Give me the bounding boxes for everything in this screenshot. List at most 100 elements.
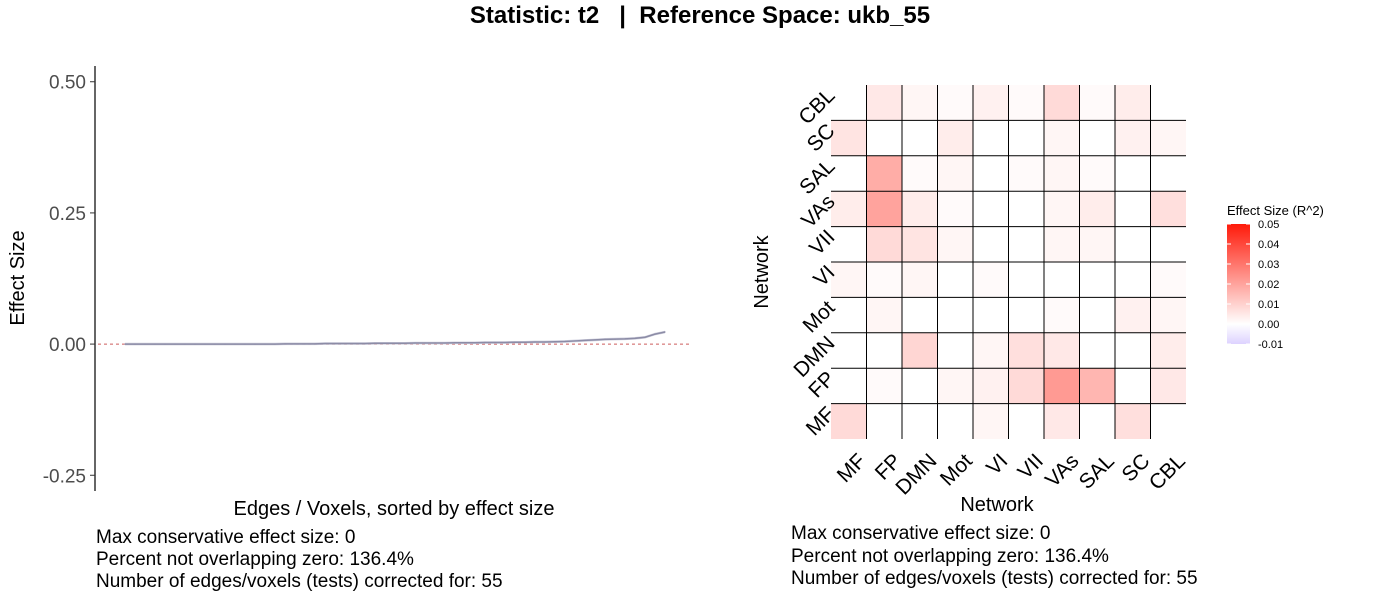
data-point	[204, 343, 206, 345]
data-point	[474, 342, 476, 344]
heatmap-cell	[1008, 191, 1044, 227]
heatmap-cell	[1115, 368, 1151, 404]
data-point	[424, 342, 426, 344]
heatmap-cell	[831, 120, 867, 156]
heatmap-cell	[1150, 226, 1186, 262]
data-point	[434, 342, 436, 344]
heatmap-cell	[1044, 403, 1080, 439]
left-stat-percent-nonzero: Percent not overlapping zero: 136.4%	[96, 549, 414, 570]
data-point	[234, 343, 236, 345]
heatmap-cell	[1044, 226, 1080, 262]
data-point	[664, 331, 666, 333]
data-point	[124, 343, 126, 345]
x-axis-label: Edges / Voxels, sorted by effect size	[234, 498, 555, 520]
data-point	[314, 343, 316, 345]
heatmap-cell	[1079, 226, 1115, 262]
y-category-label: SAL	[795, 155, 839, 199]
y-category-label: VI	[809, 261, 839, 291]
data-point	[294, 343, 296, 345]
heatmap-cell	[1079, 262, 1115, 298]
heatmap-cell	[1079, 155, 1115, 192]
heatmap-cell	[1079, 191, 1115, 227]
data-point	[414, 342, 416, 344]
y-category-label: SC	[803, 119, 840, 156]
data-point	[564, 340, 566, 343]
heatmap-cell	[902, 191, 938, 227]
data-point	[374, 342, 376, 344]
data-point	[534, 341, 536, 343]
heatmap-cell	[831, 403, 867, 439]
data-point	[254, 343, 256, 345]
heatmap-cell	[1079, 120, 1115, 156]
heatmap-cell	[1150, 120, 1186, 156]
heatmap-cell	[902, 332, 938, 369]
x-category-label: MF	[833, 449, 871, 487]
data-point	[484, 341, 486, 344]
heatmap-cell	[1115, 262, 1151, 298]
x-category-label: CBL	[1145, 449, 1190, 494]
heatmap-cell	[1115, 226, 1151, 262]
heatmap-cell	[937, 403, 973, 439]
y-tick-label: 0.25	[49, 204, 86, 225]
heatmap-cell	[973, 155, 1009, 192]
heatmap-cell	[1008, 262, 1044, 298]
legend-tick-label: 0.01	[1258, 299, 1279, 311]
heatmap-cell	[937, 297, 973, 333]
effect-size-line-chart: 0.50 0.25 0.00 -0.25 Edges / Voxels, sorted …	[7, 66, 690, 520]
data-point	[594, 339, 596, 341]
heatmap-cell	[831, 155, 867, 192]
heatmap-cell	[1115, 120, 1151, 156]
heatmap-cell	[902, 226, 938, 262]
y-category-label: DMN	[789, 332, 839, 382]
heatmap-cell	[1008, 368, 1044, 404]
data-point	[494, 341, 496, 344]
data-point	[144, 343, 146, 345]
legend-tick-label: 0.05	[1258, 219, 1279, 231]
x-category-label: VI	[982, 449, 1012, 479]
heatmap-cell	[1008, 332, 1044, 369]
x-category-label: SC	[1118, 449, 1155, 486]
data-point	[224, 343, 226, 345]
heatmap-cell	[937, 85, 973, 121]
data-point	[274, 343, 276, 345]
heatmap-cell	[973, 85, 1009, 121]
figure-title: Statistic: t2 | Reference Space: ukb_55	[469, 2, 931, 29]
heatmap-cell	[1115, 332, 1151, 369]
heatmap-cell	[937, 332, 973, 369]
heatmap-cell	[902, 155, 938, 192]
y-axis-label: Effect Size	[7, 230, 29, 325]
data-point	[384, 342, 386, 344]
heatmap-cell	[1115, 403, 1151, 439]
legend-title: Effect Size (R^2)	[1227, 203, 1324, 218]
y-tick-label: 0.50	[49, 73, 86, 94]
heatmap-cell	[1150, 297, 1186, 333]
data-point	[524, 341, 526, 343]
x-category-label: Mot	[936, 449, 977, 490]
data-point	[444, 342, 446, 344]
data-point	[654, 333, 656, 335]
heatmap-cell	[831, 85, 867, 121]
heatmap-cell	[1044, 368, 1080, 404]
data-point	[574, 340, 576, 342]
heatmap-cell	[902, 120, 938, 156]
heatmap-cell	[902, 85, 938, 121]
heatmap-cell	[866, 403, 902, 439]
heatmap-cell	[1044, 262, 1080, 298]
heatmap-cell	[1008, 403, 1044, 439]
heatmap-cell	[1115, 191, 1151, 227]
heatmap-cell	[831, 226, 867, 262]
data-point	[464, 342, 466, 344]
y-category-label: VAs	[797, 190, 839, 232]
data-point	[554, 341, 556, 343]
heatmap-cell	[831, 332, 867, 369]
data-point	[214, 343, 216, 345]
data-point	[644, 336, 646, 338]
data-point	[164, 343, 166, 345]
heatmap-cell	[1150, 403, 1186, 439]
heatmap-cell	[973, 368, 1009, 404]
heatmap-cell	[973, 403, 1009, 439]
data-point	[304, 343, 306, 345]
y-category-label: VII	[805, 226, 839, 260]
heatmap-cell	[973, 332, 1009, 369]
legend-tick-label: 0.04	[1258, 239, 1279, 251]
